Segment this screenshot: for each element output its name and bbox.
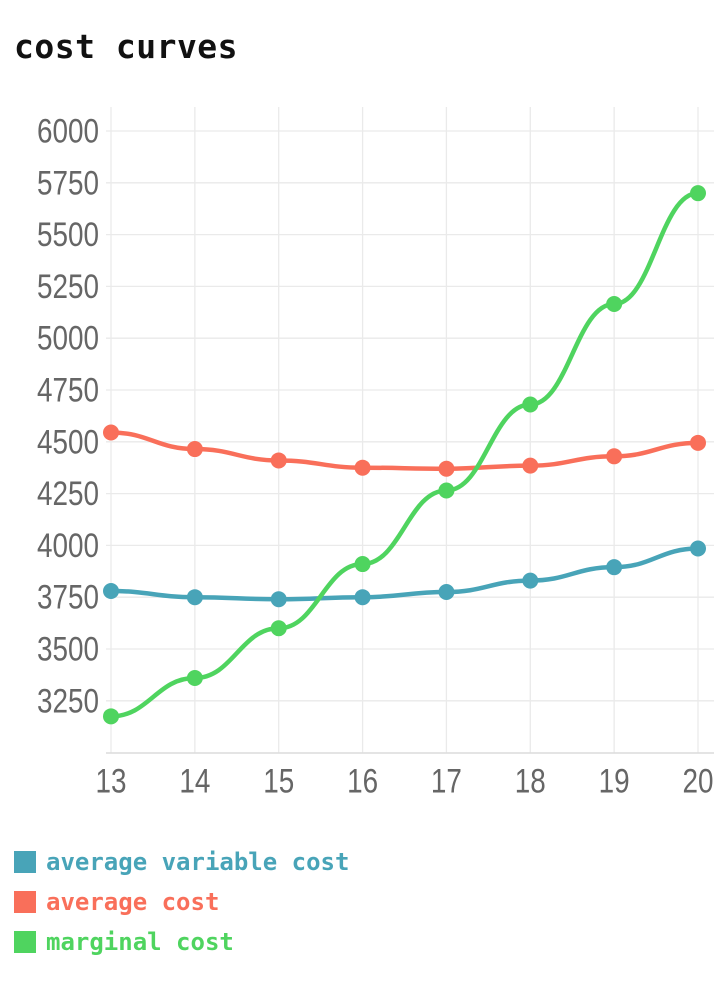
data-point-average-cost [690, 434, 706, 451]
x-tick-label: 19 [599, 762, 630, 800]
svg-text:3500: 3500 [37, 630, 99, 668]
line-chart-canvas: 3250 3500 3750 4000 4250 4500 4750 5000 5250 5500… [37, 107, 714, 800]
svg-text:4500: 4500 [37, 423, 99, 461]
svg-text:4000: 4000 [37, 526, 99, 564]
data-point-marginal-cost [270, 620, 287, 637]
y-tick-label: 5250 [37, 267, 99, 305]
y-tick-label: 4250 [37, 474, 99, 512]
data-point-marginal-cost [354, 556, 371, 573]
svg-text:5250: 5250 [37, 267, 99, 305]
y-tick-label: 3250 [37, 682, 99, 720]
data-point-average-cost [606, 448, 623, 465]
data-point-average-cost [438, 460, 455, 477]
data-point-average-cost [103, 424, 119, 441]
y-tick-label: 4750 [37, 371, 99, 409]
series-line-average-cost [108, 430, 701, 471]
chart-legend: average variable cost average cost margi… [14, 848, 350, 971]
svg-text:20: 20 [682, 762, 713, 800]
data-point-average-cost [186, 441, 203, 458]
y-tick-label: 4500 [37, 423, 99, 461]
series-line-average-variable-cost [108, 546, 701, 602]
x-tick-label: 15 [263, 762, 294, 800]
data-point-average-variable-cost [103, 582, 119, 599]
svg-text:4750: 4750 [37, 371, 99, 409]
y-tick-label: 5000 [37, 319, 99, 357]
svg-text:18: 18 [515, 762, 546, 800]
legend-item-marginal-cost: marginal cost [14, 928, 349, 956]
data-point-marginal-cost [186, 670, 203, 687]
legend-label-average-variable-cost: average variable cost [46, 848, 350, 876]
data-point-average-variable-cost [606, 559, 623, 576]
svg-text:14: 14 [179, 762, 210, 800]
svg-text:3750: 3750 [37, 578, 99, 616]
data-point-marginal-cost [438, 482, 455, 499]
x-tick-label: 17 [431, 762, 462, 800]
legend-label-average-cost: average cost [46, 888, 220, 916]
y-tick-label: 5500 [37, 215, 99, 253]
svg-text:5750: 5750 [37, 164, 99, 202]
data-point-marginal-cost [103, 708, 119, 725]
x-tick-label: 18 [515, 762, 546, 800]
data-point-marginal-cost [690, 185, 706, 202]
svg-text:13: 13 [95, 762, 126, 800]
data-point-average-variable-cost [690, 540, 706, 557]
chart-title: cost curves [14, 27, 239, 66]
legend-swatch-average-variable-cost [14, 851, 36, 873]
data-point-marginal-cost [522, 396, 539, 413]
svg-text:16: 16 [347, 762, 378, 800]
legend-item-average-cost: average cost [14, 888, 349, 916]
legend-item-average-variable-cost: average variable cost [14, 848, 350, 876]
data-point-average-cost [354, 459, 371, 476]
data-point-average-cost [522, 457, 539, 474]
legend-swatch-marginal-cost [14, 931, 36, 953]
svg-text:4250: 4250 [37, 474, 99, 512]
x-tick-label: 14 [179, 762, 210, 800]
svg-text:15: 15 [263, 762, 294, 800]
svg-text:6000: 6000 [37, 112, 99, 150]
svg-text:19: 19 [599, 762, 630, 800]
data-point-average-variable-cost [354, 589, 371, 606]
legend-label-marginal-cost: marginal cost [46, 928, 234, 956]
y-tick-label: 5750 [37, 164, 99, 202]
legend-swatch-average-cost [14, 891, 36, 913]
x-tick-label: 16 [347, 762, 378, 800]
y-tick-label: 6000 [37, 112, 99, 150]
data-point-average-variable-cost [438, 584, 455, 601]
data-point-average-variable-cost [186, 589, 203, 606]
data-point-marginal-cost [606, 296, 623, 313]
y-tick-label: 4000 [37, 526, 99, 564]
svg-text:5500: 5500 [37, 215, 99, 253]
x-tick-label: 13 [95, 762, 126, 800]
svg-text:5000: 5000 [37, 319, 99, 357]
data-point-average-cost [270, 452, 287, 469]
svg-text:17: 17 [431, 762, 462, 800]
y-tick-label: 3500 [37, 630, 99, 668]
svg-text:3250: 3250 [37, 682, 99, 720]
data-point-average-variable-cost [522, 572, 539, 589]
y-tick-label: 3750 [37, 578, 99, 616]
data-point-average-variable-cost [270, 591, 287, 608]
x-tick-label: 20 [682, 762, 713, 800]
